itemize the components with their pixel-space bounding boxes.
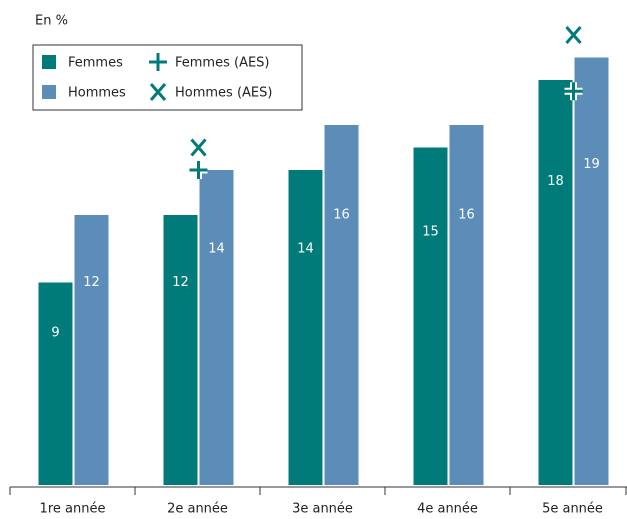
bar	[199, 170, 234, 485]
bar	[288, 170, 323, 485]
bar	[449, 125, 484, 485]
data-label: 16	[333, 208, 350, 223]
x-tick-label: 1re année	[40, 502, 106, 517]
marker-stroke	[565, 26, 582, 44]
x-marker	[149, 83, 167, 101]
data-label: 16	[458, 208, 475, 223]
data-label: 14	[297, 241, 314, 256]
x-tick-label: 4e année	[417, 502, 478, 517]
data-label: 14	[208, 241, 225, 256]
x-marker	[188, 137, 209, 158]
marker-stroke	[190, 138, 207, 157]
legend-label: Hommes	[68, 86, 126, 101]
x-marker	[563, 24, 584, 46]
bar	[413, 147, 448, 485]
legend-swatch	[42, 85, 56, 99]
x-tick-label: 2e année	[167, 502, 228, 517]
marker-stroke	[149, 83, 167, 101]
bar	[74, 215, 109, 485]
bar	[538, 80, 573, 485]
legend-swatch	[42, 55, 56, 69]
bar	[574, 57, 609, 485]
y-axis-label: En %	[35, 14, 68, 29]
data-label: 15	[422, 224, 439, 239]
bar	[38, 282, 73, 485]
legend-box	[32, 44, 303, 111]
data-label: 12	[83, 275, 100, 290]
bar	[163, 215, 198, 485]
data-label: 12	[172, 275, 189, 290]
plus-marker	[189, 161, 208, 179]
legend-label: Femmes	[68, 56, 123, 71]
legend-label: Femmes (AES)	[175, 56, 270, 71]
plus-marker	[149, 53, 167, 71]
x-tick-label: 5e année	[542, 502, 603, 517]
data-label: 19	[583, 157, 600, 172]
data-label: 18	[547, 174, 564, 189]
plus-marker	[564, 82, 583, 101]
bar	[324, 125, 359, 485]
legend-label: Hommes (AES)	[175, 86, 272, 101]
x-tick-label: 3e année	[292, 502, 353, 517]
data-label: 9	[51, 326, 59, 341]
